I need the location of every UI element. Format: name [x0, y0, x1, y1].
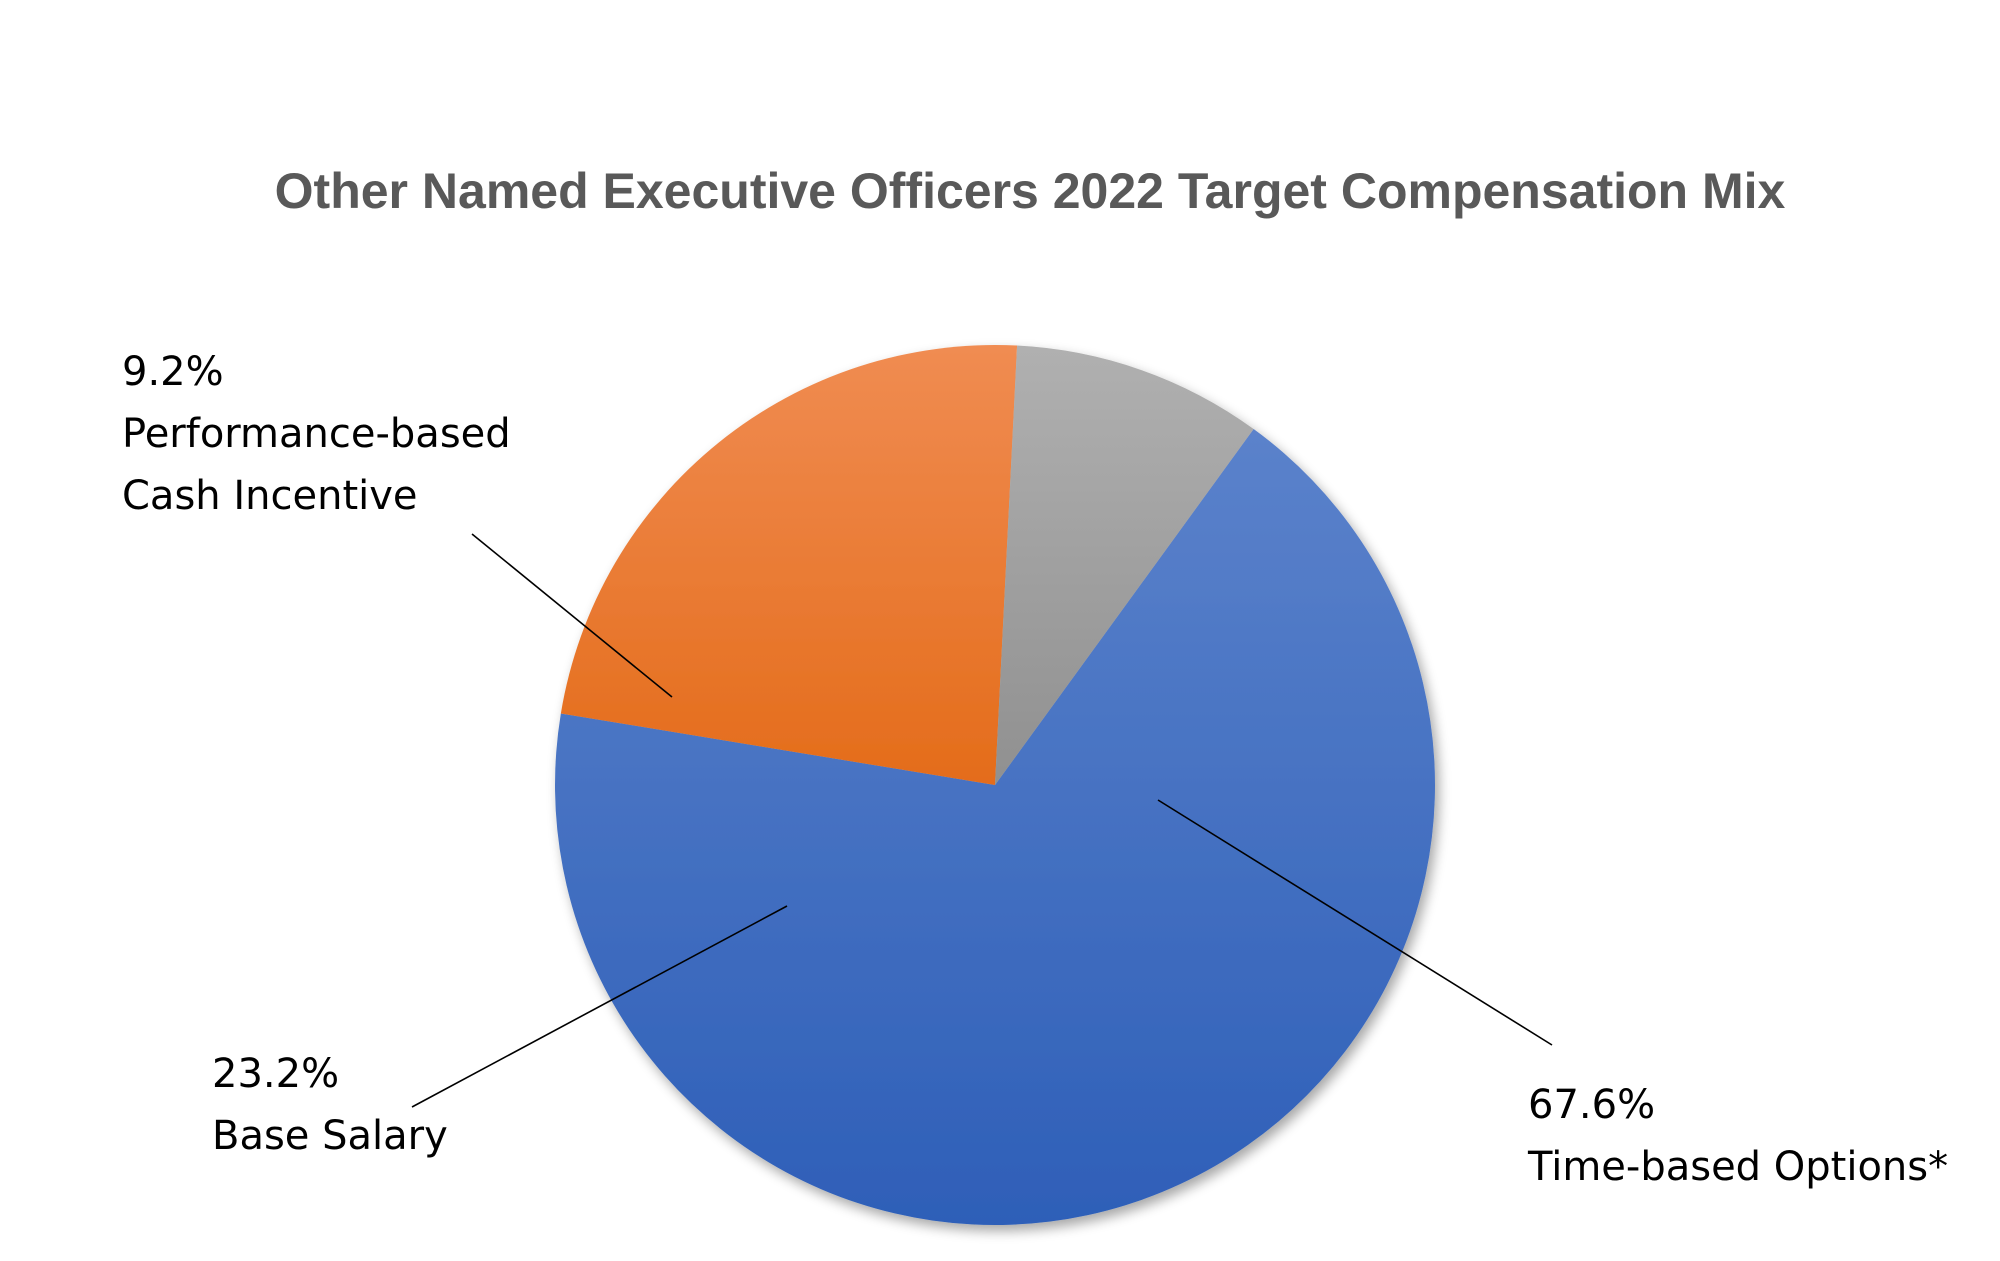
pie-slice-time-based-options	[555, 429, 1436, 1225]
data-label-category: Performance-based	[122, 411, 511, 457]
data-label-value: 9.2%	[122, 349, 224, 395]
data-label-value: 67.6%	[1528, 1082, 1655, 1128]
leader-line	[411, 905, 788, 1108]
leader-line	[471, 533, 673, 698]
data-label-category: Time-based Options*	[1527, 1144, 1948, 1190]
data-label-value: 23.2%	[212, 1051, 339, 1097]
slice-labels: 67.6% Time-based Options* 23.2% Base Salary…	[122, 349, 1948, 1190]
leader-line	[1157, 799, 1553, 1046]
data-label-category: Base Salary	[212, 1113, 448, 1159]
pie-slice-base-salary	[560, 345, 1018, 785]
pie-slices	[555, 345, 1436, 1225]
chart-title: Other Named Executive Officers 2022 Targ…	[275, 163, 1786, 219]
pie-slice-performance-based-cash-incentive	[995, 345, 1254, 785]
leader-lines	[411, 533, 1553, 1108]
data-label-category: Cash Incentive	[122, 473, 418, 519]
